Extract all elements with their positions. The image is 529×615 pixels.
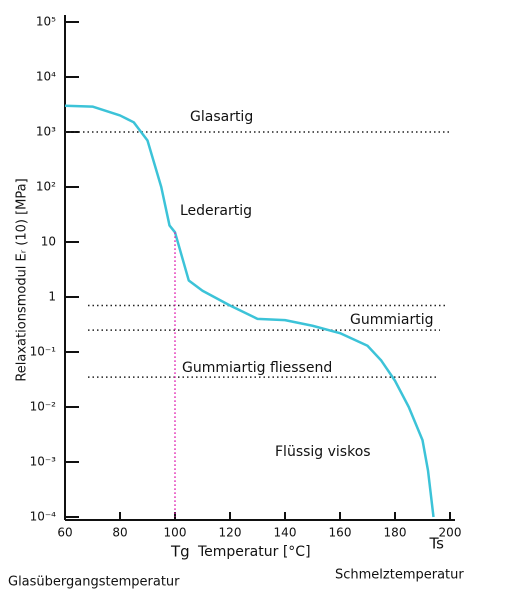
region-label: Lederartig (180, 203, 252, 219)
curve (64, 104, 435, 518)
y-tick-label: 1 (48, 290, 56, 304)
region-label: Gummiartig (350, 312, 434, 328)
x-tick-label: 120 (219, 526, 242, 540)
x-tick-label: 60 (57, 526, 72, 540)
y-tick-label: 10³ (36, 125, 56, 139)
y-tick-label: 10² (36, 180, 56, 194)
x-tick-label: 160 (329, 526, 352, 540)
y-tick-label: 10⁴ (36, 70, 56, 84)
tg-name: Glasübergangstemperatur (8, 575, 180, 590)
tg-label: Tg (170, 543, 190, 561)
x-tick-label: 200 (439, 526, 462, 540)
y-tick-label: 10⁻¹ (30, 345, 57, 359)
x-axis-label: Temperatur [°C] (197, 544, 311, 560)
region-label: Gummiartig fliessend (182, 360, 332, 376)
y-tick-label: 10⁻³ (30, 455, 57, 469)
region-label: Flüssig viskos (275, 444, 371, 460)
y-tick-label: 10⁻² (30, 400, 57, 414)
x-tick-label: 80 (112, 526, 127, 540)
y-tick-label: 10⁻⁴ (30, 510, 57, 524)
ts-name: Schmelztemperatur (335, 568, 464, 583)
ts-label: Ts (429, 535, 445, 553)
x-tick-label: 100 (164, 526, 187, 540)
region-label: Glasartig (190, 109, 253, 125)
y-tick-label: 10⁵ (36, 15, 56, 29)
y-axis-label: Relaxationsmodul Eᵣ (10) [MPa] (15, 178, 30, 381)
x-tick-label: 140 (274, 526, 297, 540)
x-tick-label: 180 (384, 526, 407, 540)
y-tick-label: 10 (41, 235, 56, 249)
